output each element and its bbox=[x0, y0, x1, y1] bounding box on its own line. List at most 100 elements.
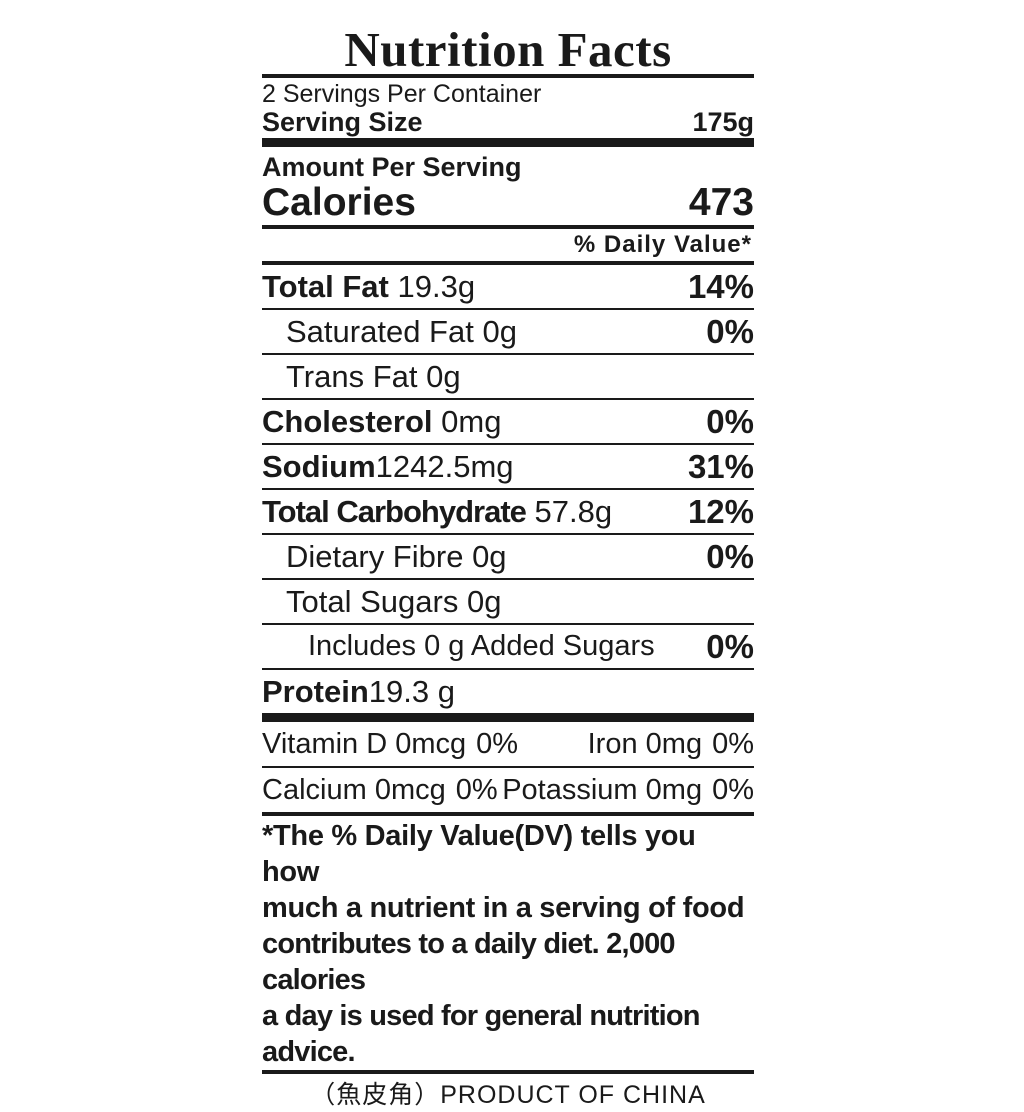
divider bbox=[262, 261, 754, 265]
label-title: Nutrition Facts bbox=[344, 22, 672, 77]
nutrient-amount: 1242.5mg bbox=[375, 448, 514, 484]
divider bbox=[262, 225, 754, 229]
nutrient-label: Total Sugars 0g bbox=[286, 584, 501, 620]
nutrition-label: Nutrition Facts 2 Servings Per Container… bbox=[262, 24, 754, 1112]
vitamin-name: Calcium 0mcg bbox=[262, 774, 446, 807]
product-origin: （魚皮角）PRODUCT OF CHINA bbox=[310, 1081, 706, 1109]
vitamin-label: Calcium bbox=[262, 773, 367, 806]
nutrient-row-total-fat: Total Fat 19.3g 14% bbox=[262, 265, 754, 308]
nutrient-row-cholesterol: Cholesterol 0mg 0% bbox=[262, 400, 754, 443]
footnote-line: contributes to a daily diet. 2,000 calor… bbox=[262, 928, 676, 996]
nutrient-row-trans-fat: Trans Fat 0g bbox=[262, 355, 754, 398]
divider bbox=[262, 74, 754, 78]
vitamin-label: Potassium bbox=[502, 773, 638, 806]
daily-value-header: % Daily Value* bbox=[262, 229, 754, 261]
footnote-line: much a nutrient in a serving of food bbox=[262, 892, 745, 924]
nutrient-dv: 14% bbox=[687, 267, 754, 305]
nutrient-dv: 0% bbox=[706, 402, 754, 440]
nutrient-name: Includes 0 g Added Sugars bbox=[308, 630, 655, 662]
divider bbox=[262, 443, 754, 445]
divider bbox=[262, 668, 754, 670]
nutrient-row-protein: Protein19.3 g bbox=[262, 670, 754, 713]
nutrient-name: Cholesterol bbox=[262, 403, 433, 439]
vitamin-dv: 0% bbox=[712, 773, 754, 806]
vitamin-cell-vitamin-d: Vitamin D 0mcg 0% bbox=[262, 728, 518, 761]
vitamin-dv: 0% bbox=[712, 727, 754, 760]
nutrient-amount: 0g bbox=[472, 538, 507, 574]
serving-size-value: 175g bbox=[692, 107, 754, 137]
vitamin-row: Vitamin D 0mcg 0% Iron 0mg 0% bbox=[262, 722, 754, 766]
nutrient-label: Protein19.3 g bbox=[262, 674, 455, 710]
nutrient-dv: 31% bbox=[687, 447, 754, 485]
vitamin-row: Calcium 0mcg 0% Potassium 0mg 0% bbox=[262, 768, 754, 812]
nutrient-name: Sodium bbox=[262, 448, 376, 484]
nutrient-row-total-sugars: Total Sugars 0g bbox=[262, 580, 754, 623]
divider bbox=[262, 308, 754, 310]
vitamin-dv: 0% bbox=[455, 773, 498, 806]
vitamin-cell-iron: Iron 0mg 0% bbox=[588, 728, 754, 761]
nutrient-dv: 0% bbox=[706, 312, 754, 350]
serving-size-row: Serving Size 175g bbox=[262, 106, 754, 138]
nutrient-label: Total Carbohydrate 57.8g bbox=[262, 494, 612, 530]
nutrient-amount: 0g bbox=[482, 313, 517, 349]
vitamin-amount: 0mcg bbox=[374, 773, 446, 806]
nutrient-name: Saturated Fat bbox=[286, 313, 474, 349]
servings-per-container: 2 Servings Per Container bbox=[262, 80, 542, 108]
footnote-line: a day is used for general nutrition advi… bbox=[262, 1000, 701, 1068]
vitamin-amount: 0mg bbox=[645, 727, 703, 760]
nutrient-dv: 0% bbox=[706, 537, 754, 575]
nutrient-row-saturated-fat: Saturated Fat 0g 0% bbox=[262, 310, 754, 353]
vitamin-label: Iron bbox=[587, 727, 638, 760]
daily-value-footnote: *The % Daily Value(DV) tells you how muc… bbox=[262, 816, 754, 1070]
amount-per-serving: Amount Per Serving bbox=[262, 152, 522, 182]
nutrient-row-total-carbohydrate: Total Carbohydrate 57.8g 12% bbox=[262, 490, 754, 533]
calories-row: Calories 473 bbox=[262, 181, 754, 225]
divider bbox=[262, 398, 754, 400]
divider bbox=[262, 533, 754, 535]
nutrient-amount: 57.8g bbox=[534, 493, 613, 529]
nutrient-amount: 19.3 g bbox=[368, 673, 455, 709]
nutrient-name: Dietary Fibre bbox=[286, 538, 464, 574]
vitamin-name: Vitamin D 0mcg bbox=[262, 728, 466, 761]
divider bbox=[262, 812, 754, 816]
nutrient-amount: 0g bbox=[426, 358, 461, 394]
nutrient-row-added-sugars: Includes 0 g Added Sugars 0% bbox=[262, 625, 754, 668]
nutrient-label: Trans Fat 0g bbox=[286, 359, 461, 395]
divider bbox=[262, 623, 754, 625]
divider bbox=[262, 353, 754, 355]
vitamin-cell-potassium: Potassium 0mg 0% bbox=[502, 774, 754, 807]
nutrient-label: Saturated Fat 0g bbox=[286, 314, 517, 350]
nutrient-dv: 12% bbox=[687, 492, 754, 530]
nutrient-amount: 19.3g bbox=[397, 268, 476, 304]
divider-thick bbox=[262, 713, 754, 722]
nutrient-row-sodium: Sodium1242.5mg 31% bbox=[262, 445, 754, 488]
nutrient-dv: 0% bbox=[706, 627, 754, 665]
nutrient-amount: 0g bbox=[466, 583, 502, 619]
vitamin-name: Potassium 0mg bbox=[502, 774, 702, 807]
daily-value-header-text: % Daily Value* bbox=[573, 231, 752, 258]
calories-label: Calories bbox=[262, 181, 416, 224]
nutrient-name: Trans Fat bbox=[286, 358, 418, 394]
divider bbox=[262, 766, 754, 768]
divider bbox=[262, 1070, 754, 1074]
nutrient-label: Cholesterol 0mg bbox=[262, 404, 501, 440]
serving-size-label: Serving Size bbox=[262, 107, 423, 137]
nutrient-name: Total Carbohydrate bbox=[262, 493, 527, 529]
nutrient-name: Total Sugars bbox=[286, 583, 459, 619]
nutrient-name: Total Fat bbox=[262, 268, 389, 304]
divider-thick bbox=[262, 138, 754, 147]
vitamin-cell-calcium: Calcium 0mcg 0% bbox=[262, 774, 498, 807]
nutrient-label: Total Fat 19.3g bbox=[262, 269, 475, 305]
nutrient-amount: 0mg bbox=[441, 403, 502, 439]
vitamin-label: Vitamin D bbox=[262, 727, 388, 760]
divider bbox=[262, 578, 754, 580]
divider bbox=[262, 488, 754, 490]
footnote-line: *The % Daily Value(DV) tells you how bbox=[262, 820, 696, 888]
vitamin-amount: 0mg bbox=[645, 773, 703, 806]
vitamin-name: Iron 0mg bbox=[588, 728, 702, 761]
calories-value: 473 bbox=[688, 181, 754, 224]
nutrient-label: Sodium1242.5mg bbox=[262, 449, 514, 485]
nutrient-row-dietary-fibre: Dietary Fibre 0g 0% bbox=[262, 535, 754, 578]
nutrient-label: Includes 0 g Added Sugars bbox=[308, 630, 655, 663]
nutrient-label: Dietary Fibre 0g bbox=[286, 539, 507, 575]
